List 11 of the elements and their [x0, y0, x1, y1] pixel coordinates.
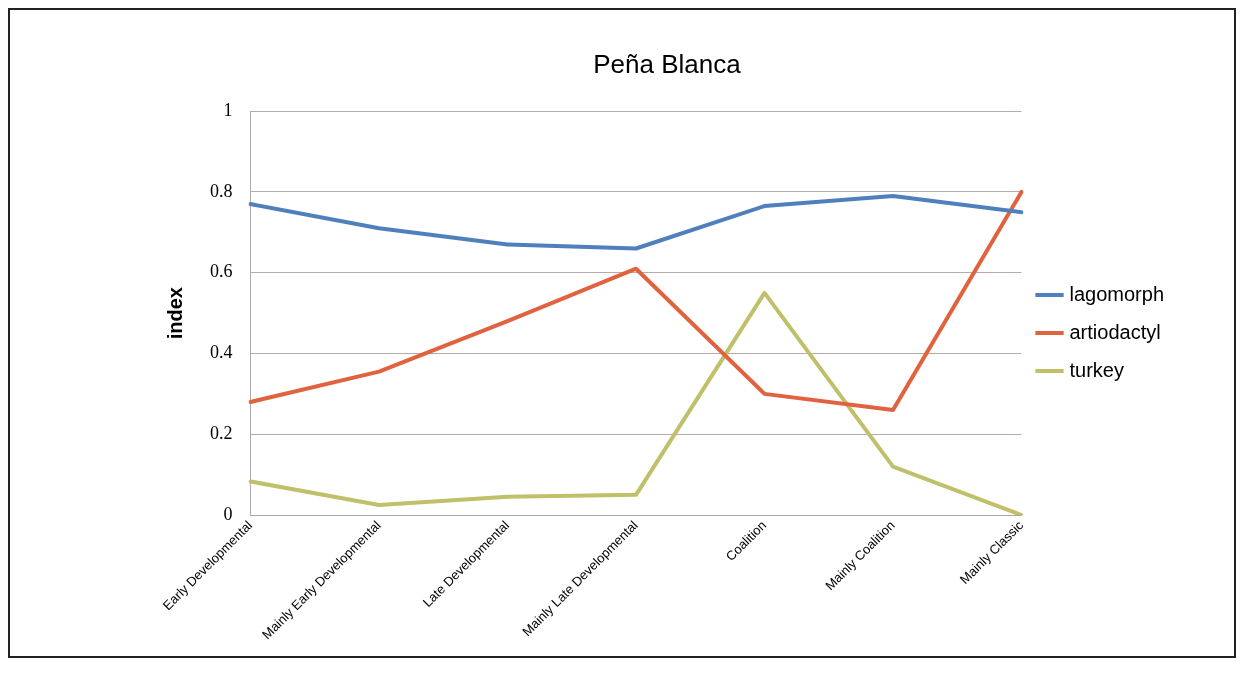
legend-label: lagomorph: [1069, 282, 1165, 305]
y-axis-title: index: [163, 286, 186, 340]
y-tick-label: 0.8: [210, 180, 233, 201]
legend-label: turkey: [1069, 358, 1124, 381]
y-tick-label: 1: [223, 99, 233, 120]
y-tick-label: 0.4: [210, 342, 233, 363]
y-tick-label: 0.2: [210, 423, 233, 444]
y-tick-label: 0: [223, 503, 233, 524]
y-tick-label: 0.6: [210, 261, 233, 282]
legend-label: artiodactyl: [1069, 320, 1161, 343]
chart-title: Peña Blanca: [593, 48, 742, 79]
